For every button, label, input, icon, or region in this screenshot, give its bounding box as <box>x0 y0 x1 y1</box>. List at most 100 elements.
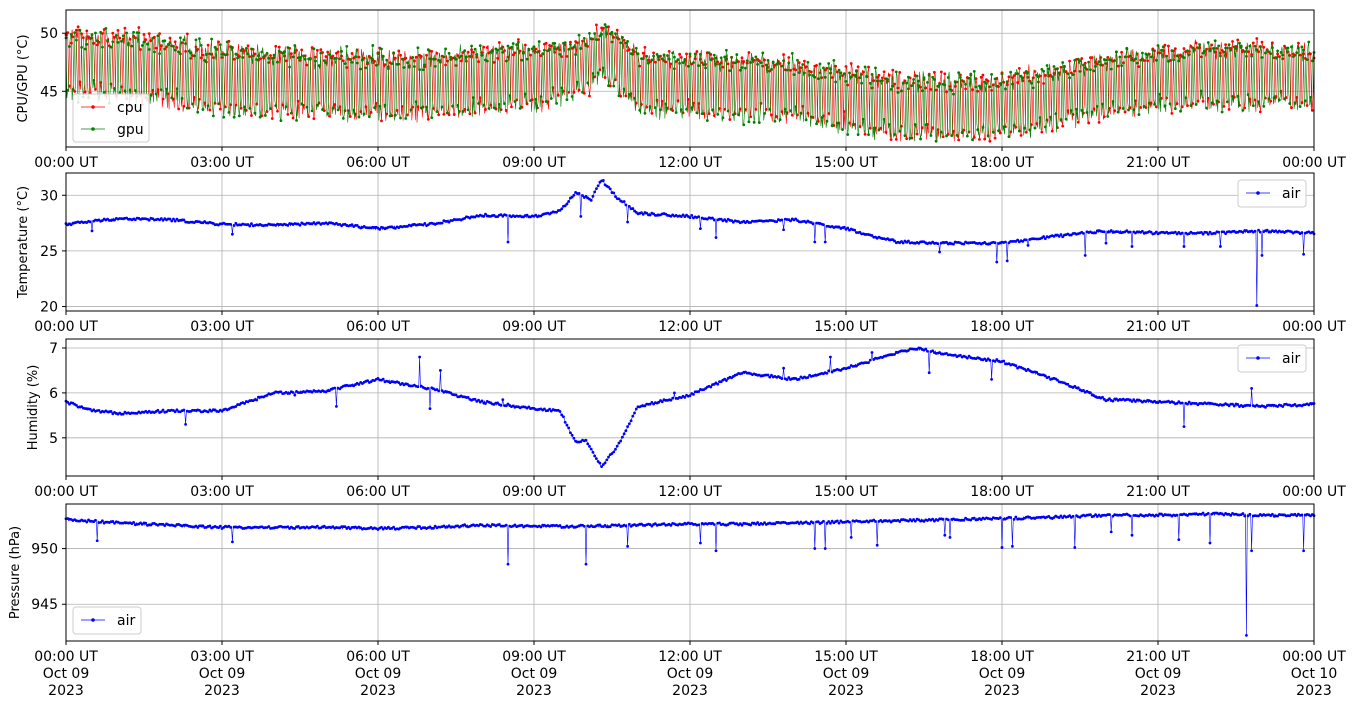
data-point <box>782 366 785 370</box>
data-point <box>938 82 941 86</box>
data-point <box>1167 44 1170 48</box>
data-point <box>1231 40 1234 43</box>
data-point <box>388 114 392 118</box>
data-point <box>756 521 759 524</box>
data-point <box>418 355 421 359</box>
data-point <box>1082 389 1085 392</box>
data-point <box>1232 404 1236 408</box>
data-point <box>231 46 234 50</box>
y-tick-label: 945 <box>31 597 58 613</box>
x-tick-label: 09:00 UT <box>502 319 566 335</box>
data-point <box>936 242 940 246</box>
data-point <box>740 66 744 69</box>
data-point <box>243 105 246 109</box>
data-point <box>153 50 156 54</box>
data-point <box>626 544 629 548</box>
data-point <box>841 74 844 78</box>
data-point <box>1125 47 1129 51</box>
data-point <box>712 218 716 222</box>
data-point <box>887 123 891 126</box>
data-point <box>1147 101 1151 105</box>
data-point <box>695 111 699 115</box>
data-point <box>757 121 761 124</box>
data-point <box>184 422 188 426</box>
data-point <box>699 52 702 56</box>
data-point <box>754 55 758 59</box>
y-axis-label: Temperature (°C) <box>16 186 31 299</box>
data-point <box>395 109 399 112</box>
data-point <box>855 69 858 73</box>
data-point <box>1056 67 1059 71</box>
data-point <box>232 57 236 61</box>
data-point <box>231 232 234 236</box>
data-point <box>286 112 290 116</box>
data-point <box>314 55 317 59</box>
data-point <box>1290 106 1293 110</box>
data-point <box>614 32 617 36</box>
data-point <box>1137 65 1141 68</box>
data-point <box>1160 48 1163 52</box>
data-point <box>1232 45 1236 49</box>
data-point <box>243 49 246 53</box>
data-point <box>1194 103 1198 106</box>
data-point <box>1057 235 1061 238</box>
data-point <box>426 386 430 390</box>
data-point <box>1179 53 1182 57</box>
data-point <box>581 194 584 197</box>
data-point <box>808 522 811 526</box>
data-point <box>501 398 505 402</box>
data-point <box>75 38 78 42</box>
data-point <box>147 48 151 51</box>
data-point <box>1049 115 1052 119</box>
data-point <box>829 355 832 359</box>
data-point <box>941 135 945 139</box>
data-point <box>361 58 364 62</box>
data-point <box>737 60 740 64</box>
data-point <box>1257 100 1260 104</box>
data-point <box>520 58 524 62</box>
data-point <box>1120 64 1123 68</box>
data-point <box>504 59 508 63</box>
data-point <box>1004 87 1007 91</box>
data-point <box>837 225 841 229</box>
data-point <box>997 129 1000 133</box>
data-point <box>1224 46 1227 50</box>
data-point <box>699 541 702 545</box>
data-point <box>1040 68 1044 71</box>
data-point <box>655 98 659 102</box>
data-point <box>397 49 401 53</box>
data-point <box>1250 387 1253 390</box>
data-point <box>90 33 94 37</box>
data-point <box>530 47 534 51</box>
data-point <box>1205 106 1208 110</box>
data-point <box>782 59 785 63</box>
x-tick-label: 15:00 UT <box>814 319 878 335</box>
data-point <box>744 66 747 70</box>
data-point <box>1253 229 1257 233</box>
data-point <box>782 53 785 56</box>
data-point <box>130 44 134 48</box>
data-point <box>917 79 921 83</box>
data-point <box>411 56 415 59</box>
data-point <box>366 379 369 383</box>
data-point <box>437 113 441 117</box>
data-point <box>165 87 168 91</box>
data-point <box>95 539 99 543</box>
data-point <box>232 224 236 227</box>
data-point <box>901 81 905 85</box>
chart-panel-3: 5 6 7 00:00 UT 03:00 UT 06:00 UT 09:00 UT 12:00… <box>26 338 1346 500</box>
data-point <box>529 53 532 57</box>
data-point <box>1175 54 1179 58</box>
data-point <box>1005 259 1009 263</box>
data-point <box>397 62 401 66</box>
data-point <box>548 48 551 52</box>
data-point <box>1277 55 1281 59</box>
data-point <box>941 517 945 521</box>
data-point <box>735 53 739 56</box>
data-point <box>681 213 685 217</box>
data-point <box>569 40 572 44</box>
data-point <box>1132 108 1136 112</box>
data-point <box>631 48 635 52</box>
data-point <box>1149 55 1153 59</box>
data-point <box>430 116 434 120</box>
